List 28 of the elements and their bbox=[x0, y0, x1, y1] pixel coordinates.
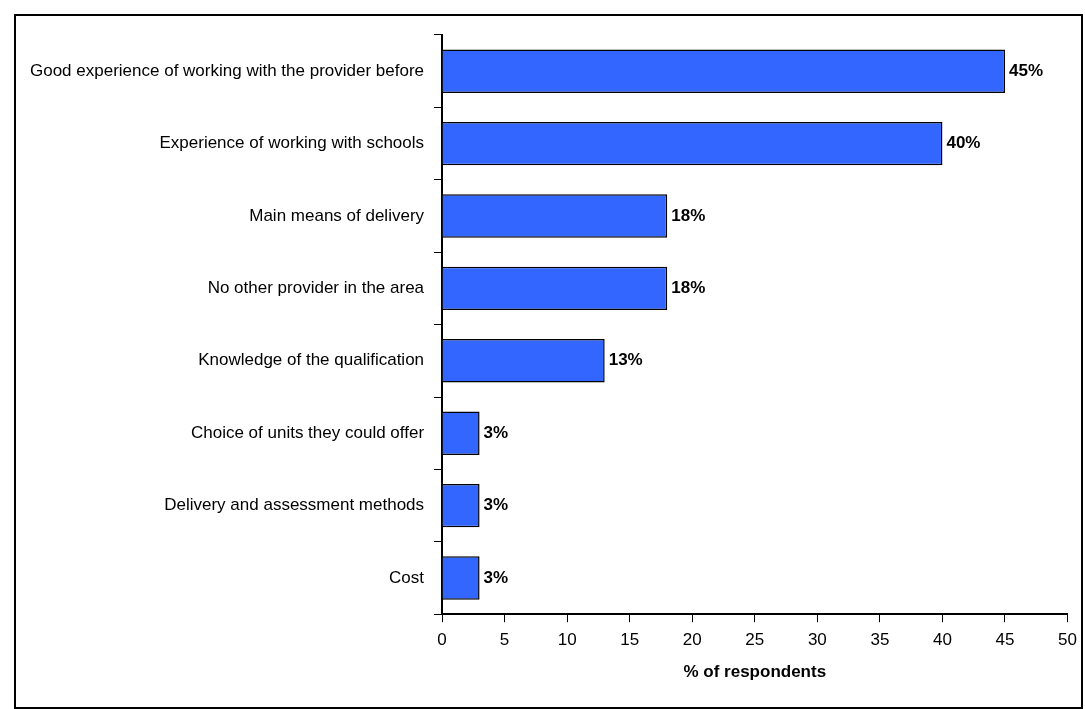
x-tick-label: 50 bbox=[1058, 630, 1078, 650]
y-tick-label: No other provider in the area bbox=[207, 278, 425, 298]
x-tick-label: 15 bbox=[620, 630, 640, 650]
x-tick-label: 20 bbox=[682, 630, 702, 650]
y-tick-label: Choice of units they could offer bbox=[190, 422, 425, 442]
x-tick-label: 40 bbox=[932, 630, 952, 650]
data-label: 3% bbox=[483, 567, 509, 587]
data-label: 45% bbox=[1009, 60, 1044, 80]
data-label: 18% bbox=[671, 278, 706, 298]
y-tick-label: Main means of delivery bbox=[249, 205, 425, 225]
y-tick-label: Knowledge of the qualification bbox=[198, 350, 425, 370]
x-tick-label: 5 bbox=[499, 630, 510, 650]
x-tick-label: 45 bbox=[995, 630, 1015, 650]
data-label: 40% bbox=[946, 133, 981, 153]
x-axis-title: % of respondents bbox=[683, 662, 827, 682]
y-tick-label: Experience of working with schools bbox=[159, 133, 425, 153]
x-tick-label: 30 bbox=[807, 630, 827, 650]
x-tick-label: 35 bbox=[870, 630, 890, 650]
data-label: 3% bbox=[483, 422, 509, 442]
y-tick-label: Cost bbox=[389, 567, 425, 587]
x-tick-label: 0 bbox=[437, 630, 447, 650]
x-tick-label: 25 bbox=[745, 630, 765, 650]
y-tick-label: Delivery and assessment methods bbox=[164, 495, 425, 515]
data-label: 13% bbox=[608, 350, 643, 370]
y-tick-label: Good experience of working with the provider before bbox=[29, 60, 425, 80]
x-tick-label: 10 bbox=[557, 630, 577, 650]
data-label: 3% bbox=[483, 495, 509, 515]
data-label: 18% bbox=[671, 205, 706, 225]
